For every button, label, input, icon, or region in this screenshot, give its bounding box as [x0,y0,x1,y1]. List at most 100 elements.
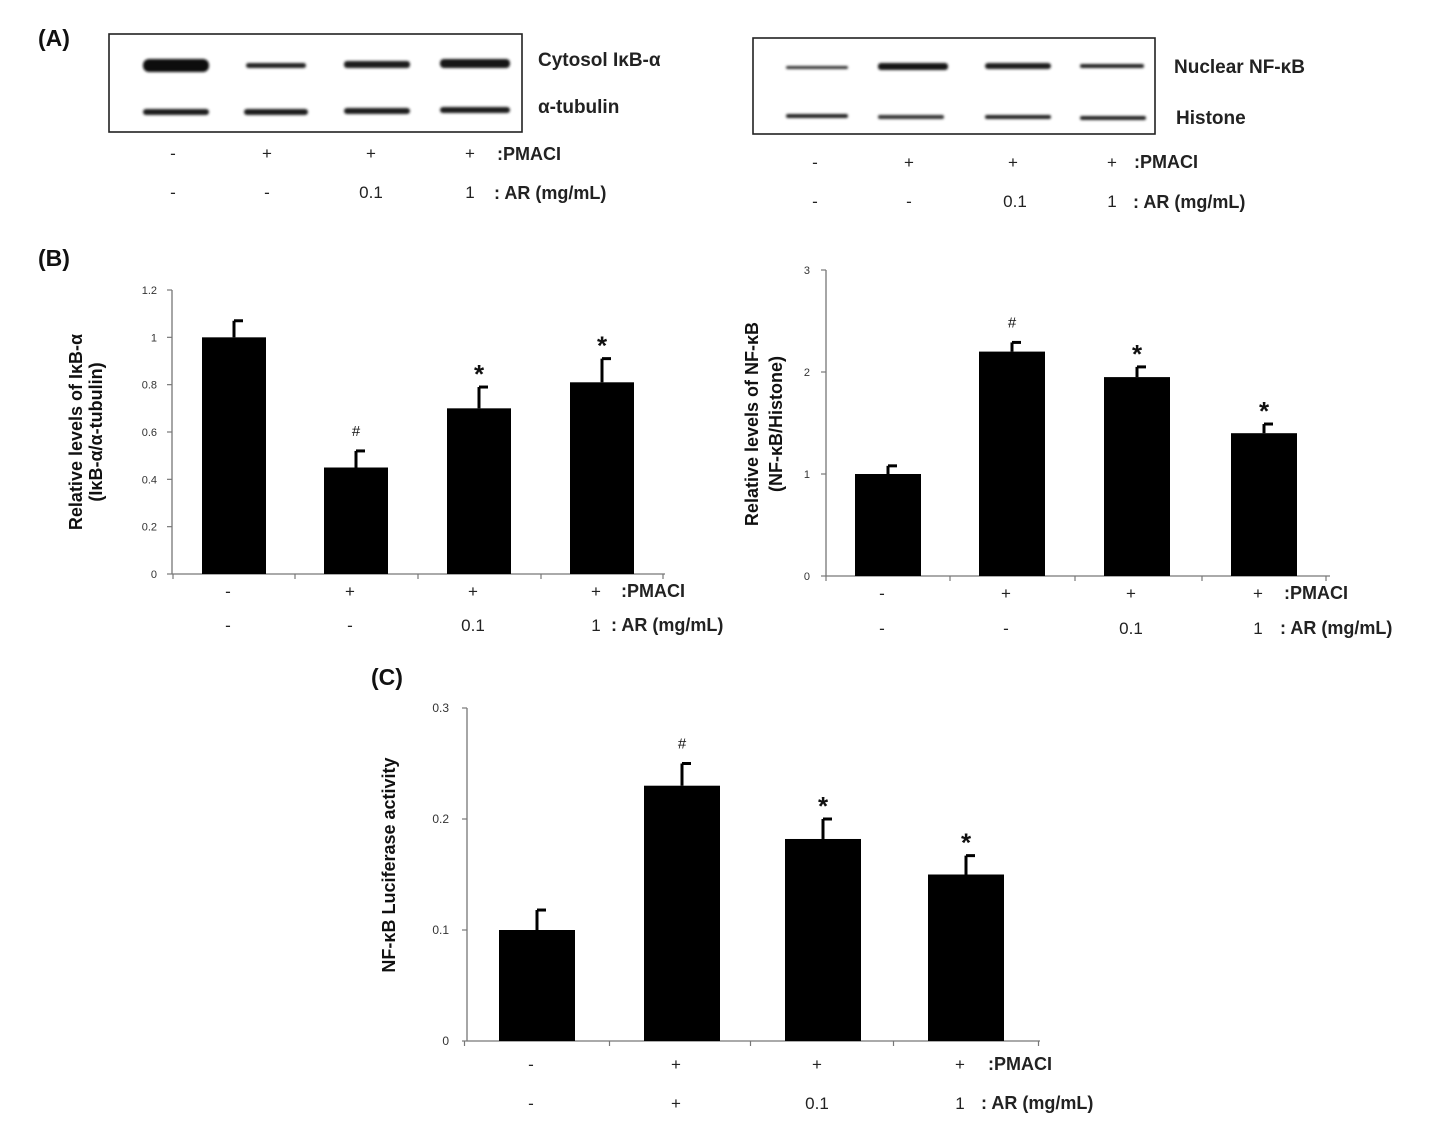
y-tick-label: 0.2 [142,522,157,534]
y-axis-label: Relative levels of NF-κB [742,322,762,526]
bar [979,351,1045,576]
significance-mark: # [352,423,361,440]
blot-band [440,107,510,113]
blot-band [143,109,209,115]
treatment-pmaci-cell: + [955,1055,965,1074]
treatment-ar-cell: - [879,619,885,638]
treatment-pmaci-cell: - [812,153,818,172]
treatment-pmaci-label: :PMACI [988,1054,1052,1074]
treatment-ar-cell: - [1003,619,1009,638]
bar [855,474,921,576]
treatment-ar-cell: - [264,183,270,202]
y-tick-label: 2 [804,367,810,379]
treatment-left: - + + + :PMACI - - 0.1 1 : AR (mg/mL) [170,144,606,203]
treatment-ar-cell: - [225,616,231,635]
significance-mark: * [818,791,829,821]
y-tick-label: 0.8 [142,380,157,392]
blot-band [878,115,944,119]
blot-left-band1-label: Cytosol IκB-α [538,50,661,71]
significance-mark: # [678,736,687,753]
treatment-ar-cell: 1 [955,1094,964,1113]
y-axis-label: (NF-κB/Histone) [766,356,786,492]
treatment-pmaci-cell: + [1001,584,1011,603]
y-tick-label: 3 [804,265,810,277]
y-tick-label: 0.3 [432,701,449,715]
treatment-ar-cell: 0.1 [461,616,485,635]
treatment-ar-cell: - [170,183,176,202]
bar [785,838,861,1041]
blot-band [143,59,209,72]
treatment-ar-label: : AR (mg/mL) [981,1093,1093,1113]
y-tick-label: 1 [151,332,157,344]
treatment-pmaci-label: :PMACI [497,144,561,164]
treatment-ar-label: : AR (mg/mL) [611,615,723,635]
blot-band [344,108,410,114]
y-tick-label: 1 [804,469,810,481]
treatment-ar-label: : AR (mg/mL) [494,183,606,203]
bar [570,382,634,574]
treatment-pmaci-cell: - [879,584,885,603]
treatment-pmaci-cell: + [591,582,601,601]
treatment-pmaci-cell: + [468,582,478,601]
treatment-pmaci-label: :PMACI [1284,583,1348,603]
blot-band [1080,64,1144,68]
blot-left-band2-label: α-tubulin [538,97,619,118]
treatment-pmaci-cell: + [812,1055,822,1074]
chart-ikba: 0 0.2 0.4 0.6 0.8 1 1.2 # * * - + + + - - 0.1 1:PMACI: AR… [66,285,723,635]
treatment-pmaci-cell: + [904,153,914,172]
treatment-ar-cell: 0.1 [1119,619,1143,638]
y-axis-label: Relative levels of IκB-α [66,334,86,530]
treatment-ar-cell: 0.1 [805,1094,829,1113]
treatment-ar-cell: 0.1 [1003,192,1027,211]
y-axis-label: NF-κB Luciferase activity [379,757,399,972]
treatment-pmaci-cell: + [1126,584,1136,603]
blot-left [108,33,523,133]
treatment-pmaci-label: :PMACI [1134,152,1198,172]
y-axis-label: (IκB-α/α-tubulin) [86,362,106,501]
blot-band [878,63,948,70]
blot-band [440,59,510,68]
blot-right-band2-label: Histone [1176,108,1246,129]
treatment-pmaci-label: :PMACI [621,581,685,601]
treatment-ar-cell: - [812,192,818,211]
treatment-ar-cell: 1 [1253,619,1262,638]
treatment-pmaci-cell: + [465,144,475,163]
bar [499,930,575,1041]
significance-mark: * [597,331,608,361]
treatment-ar-label: : AR (mg/mL) [1133,192,1245,212]
bar [324,467,388,574]
blot-band [985,115,1051,119]
blot-band [786,114,848,118]
treatment-ar-cell: - [528,1094,534,1113]
treatment-pmaci-cell: - [528,1055,534,1074]
y-tick-label: 1.2 [142,285,157,297]
blot-band [786,66,848,69]
panel-b-label: (B) [38,245,70,271]
significance-mark: * [1259,396,1270,426]
treatment-ar-cell: - [906,192,912,211]
y-tick-label: 0 [804,571,810,583]
treatment-ar-label: : AR (mg/mL) [1280,618,1392,638]
significance-mark: * [961,828,972,858]
y-tick-label: 0.4 [142,474,157,486]
treatment-pmaci-cell: + [1008,153,1018,172]
treatment-pmaci-cell: + [1107,153,1117,172]
chart-luciferase: 0 0.1 0.2 0.3 # * * - + + + - +0.1 1:PMACI: AR (mg/mL… [379,701,1093,1113]
significance-mark: * [474,359,485,389]
treatment-pmaci-cell: - [170,144,176,163]
blot-band [985,63,1051,69]
bar [202,337,266,574]
bar [1104,377,1170,576]
treatment-pmaci-cell: + [262,144,272,163]
bar [1231,433,1297,576]
treatment-ar-cell: - [347,616,353,635]
treatment-ar-cell: 1 [465,183,474,202]
blot-band [344,61,410,68]
bar [928,874,1004,1041]
treatment-ar-cell: 0.1 [359,183,383,202]
treatment-pmaci-cell: + [1253,584,1263,603]
blot-right [752,37,1156,135]
panel-a-label: (A) [38,25,70,51]
y-tick-label: 0 [151,569,157,581]
significance-mark: * [1132,339,1143,369]
